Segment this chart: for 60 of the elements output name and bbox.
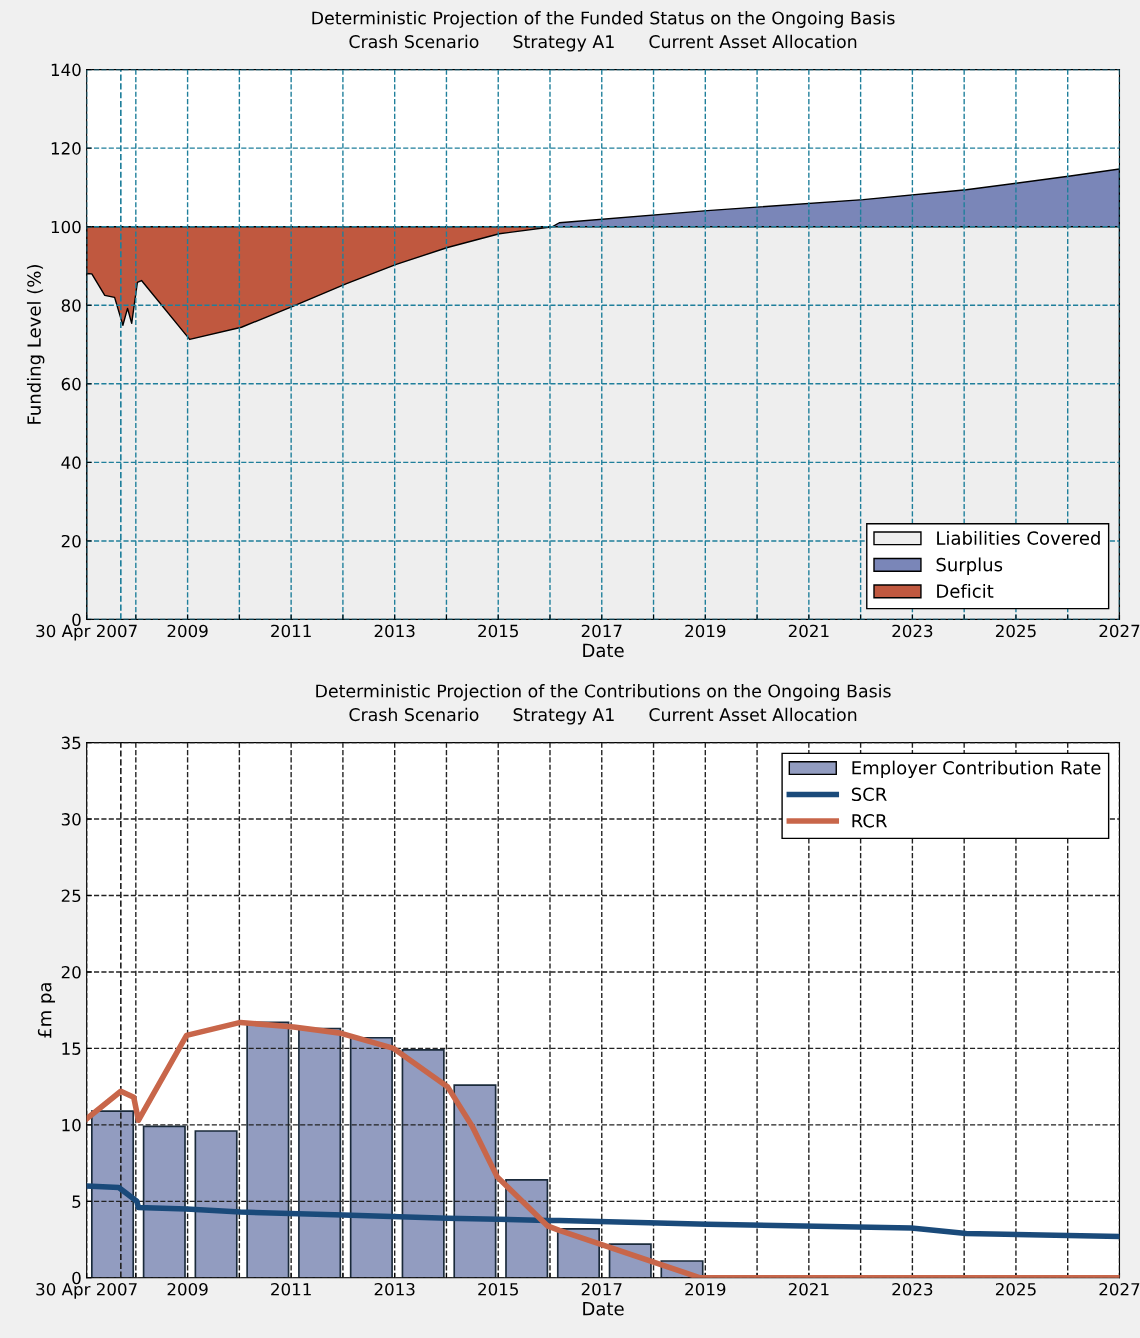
- chart-title: Deterministic Projection of the Funded Status on the Ongoing Basis: [312, 11, 895, 28]
- x-axis-title: Date: [583, 643, 624, 658]
- bar: [194, 1130, 238, 1278]
- y-tick-label: 0: [72, 1271, 81, 1285]
- x-tick-label: 2011: [271, 624, 311, 638]
- y-tick-label: 0: [72, 613, 81, 627]
- x-tick-label: 2025: [995, 624, 1036, 638]
- x-tick-label: 2015: [478, 624, 518, 638]
- x-tick-label: 2027: [1099, 1282, 1140, 1296]
- y-tick-label: 60: [61, 377, 81, 391]
- bar: [453, 1084, 497, 1278]
- bar: [401, 1049, 445, 1278]
- legend-label: Deficit: [937, 583, 994, 598]
- legend-label: Surplus: [936, 557, 1003, 575]
- legend-label: RCR: [852, 813, 887, 828]
- x-tick-label: 2025: [995, 1282, 1036, 1296]
- x-tick-label: 2009: [167, 624, 208, 638]
- x-tick-label: 2023: [892, 1282, 933, 1296]
- y-tick-label: 35: [61, 736, 81, 750]
- y-tick-label: 20: [61, 965, 81, 979]
- bar: [349, 1036, 393, 1278]
- bar: [142, 1125, 186, 1278]
- y-tick-label: 40: [61, 456, 81, 469]
- x-axis-title: Date: [583, 1302, 624, 1316]
- x-tick-label: 30 Apr 2007: [36, 624, 137, 641]
- y-tick-label: 25: [61, 889, 81, 903]
- y-tick-label: 10: [62, 1118, 81, 1132]
- chart-subtitle: Crash Scenario Strategy A1 Current Asset Allocation: [349, 34, 857, 52]
- x-tick-label: 2021: [788, 624, 829, 638]
- x-tick-label: 2013: [374, 1282, 415, 1296]
- x-tick-label: 2027: [1099, 624, 1140, 638]
- y-axis-title: Funding Level (%): [26, 265, 45, 424]
- y-tick-label: 30: [61, 813, 81, 826]
- x-tick-label: 2013: [374, 624, 415, 638]
- bar: [90, 1110, 135, 1278]
- bar: [246, 1021, 290, 1278]
- x-tick-label: 2009: [167, 1282, 208, 1296]
- x-tick-label: 2017: [581, 624, 622, 638]
- x-tick-label: 2023: [892, 624, 933, 638]
- y-tick-label: 15: [62, 1042, 81, 1055]
- bar: [298, 1027, 342, 1278]
- legend-label: Employer Contribution Rate: [852, 760, 1101, 779]
- y-tick-label: 5: [72, 1195, 81, 1208]
- x-tick-label: 2019: [685, 624, 726, 638]
- x-tick-label: 2015: [478, 1282, 518, 1296]
- legend-label: SCR: [851, 787, 887, 802]
- y-tick-label: 20: [61, 534, 81, 548]
- x-tick-label: 2021: [788, 1282, 829, 1296]
- x-tick-label: 2011: [271, 1282, 311, 1296]
- y-tick-label: 120: [51, 142, 81, 155]
- y-tick-label: 100: [51, 220, 81, 234]
- chart-title: Deterministic Projection of the Contributions on the Ongoing Basis: [316, 684, 891, 701]
- x-tick-label: 30 Apr 2007: [36, 1282, 137, 1299]
- chart-subtitle: Crash Scenario Strategy A1 Current Asset Allocation: [349, 707, 857, 725]
- y-tick-label: 80: [61, 299, 81, 312]
- x-tick-label: 2017: [581, 1282, 622, 1296]
- legend-label: Liabilities Covered: [937, 530, 1100, 545]
- x-tick-label: 2019: [685, 1282, 726, 1296]
- y-axis-title: £m pa: [37, 983, 56, 1038]
- y-tick-label: 140: [51, 63, 81, 77]
